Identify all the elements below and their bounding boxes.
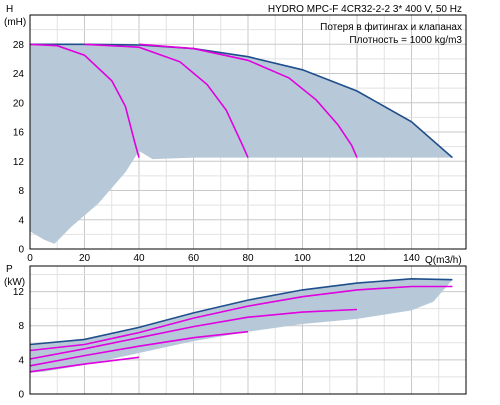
x-tick-label: 20 <box>79 253 91 264</box>
head-curves <box>29 43 453 159</box>
x-tick-label: 140 <box>403 253 420 264</box>
x-tick-label: 120 <box>349 253 366 264</box>
power-pump-curve-1 <box>29 285 453 352</box>
x-tick-label: 80 <box>242 253 254 264</box>
power-y-tick-label: 12 <box>13 287 25 298</box>
head-tick-labels: 0 4 8 12 16 20 24 28 0 20 40 60 80 100 120 140 <box>13 40 420 264</box>
power-tick-labels: 0 4 8 12 <box>13 287 25 400</box>
power-pump-curve-3 <box>29 330 249 367</box>
head-y-tick-label: 28 <box>13 40 25 51</box>
power-pump-curve-4 <box>29 356 140 373</box>
x-tick-label: 60 <box>188 253 200 264</box>
head-y-tick-label: 16 <box>13 128 25 139</box>
head-y-tick-label: 20 <box>13 98 25 109</box>
power-y-tick-label: 0 <box>18 390 24 401</box>
power-y-tick-label: 8 <box>18 321 24 332</box>
head-axis-label: H <box>6 4 13 15</box>
power-curves <box>29 277 453 373</box>
head-y-tick-label: 12 <box>13 157 25 168</box>
chart-title: HYDRO MPC-F 4CR32-2-2 3* 400 V, 50 Hz <box>268 4 462 15</box>
density-note: Плотность = 1000 kg/m3 <box>349 35 462 46</box>
power-area-fill <box>30 278 453 373</box>
head-pump-curve-2 <box>84 43 249 158</box>
head-y-tick-label: 4 <box>18 215 24 226</box>
x-tick-label: 40 <box>133 253 145 264</box>
power-pump-curve-2 <box>29 308 358 360</box>
head-pump-curve-3 <box>138 43 358 158</box>
power-envelope-line <box>29 277 453 346</box>
flow-axis-label: Q(m3/h) <box>425 255 462 266</box>
power-axis-label: P <box>6 264 13 275</box>
head-plot-frame <box>29 14 467 250</box>
x-tick-label: 100 <box>294 253 311 264</box>
head-y-tick-label: 8 <box>18 186 24 197</box>
head-axis-unit: (mH) <box>4 17 26 28</box>
power-axis-unit: (kW) <box>4 277 25 288</box>
head-y-tick-label: 0 <box>18 245 24 256</box>
fittings-loss-note: Потеря в фитингах и клапанах <box>320 21 462 33</box>
x-tick-label: 0 <box>27 253 33 264</box>
power-plot-frame <box>29 265 467 395</box>
power-y-tick-label: 4 <box>18 355 24 366</box>
power-operating-area <box>30 278 453 373</box>
head-y-tick-label: 24 <box>13 69 25 80</box>
head-pump-curve-1 <box>29 43 140 158</box>
